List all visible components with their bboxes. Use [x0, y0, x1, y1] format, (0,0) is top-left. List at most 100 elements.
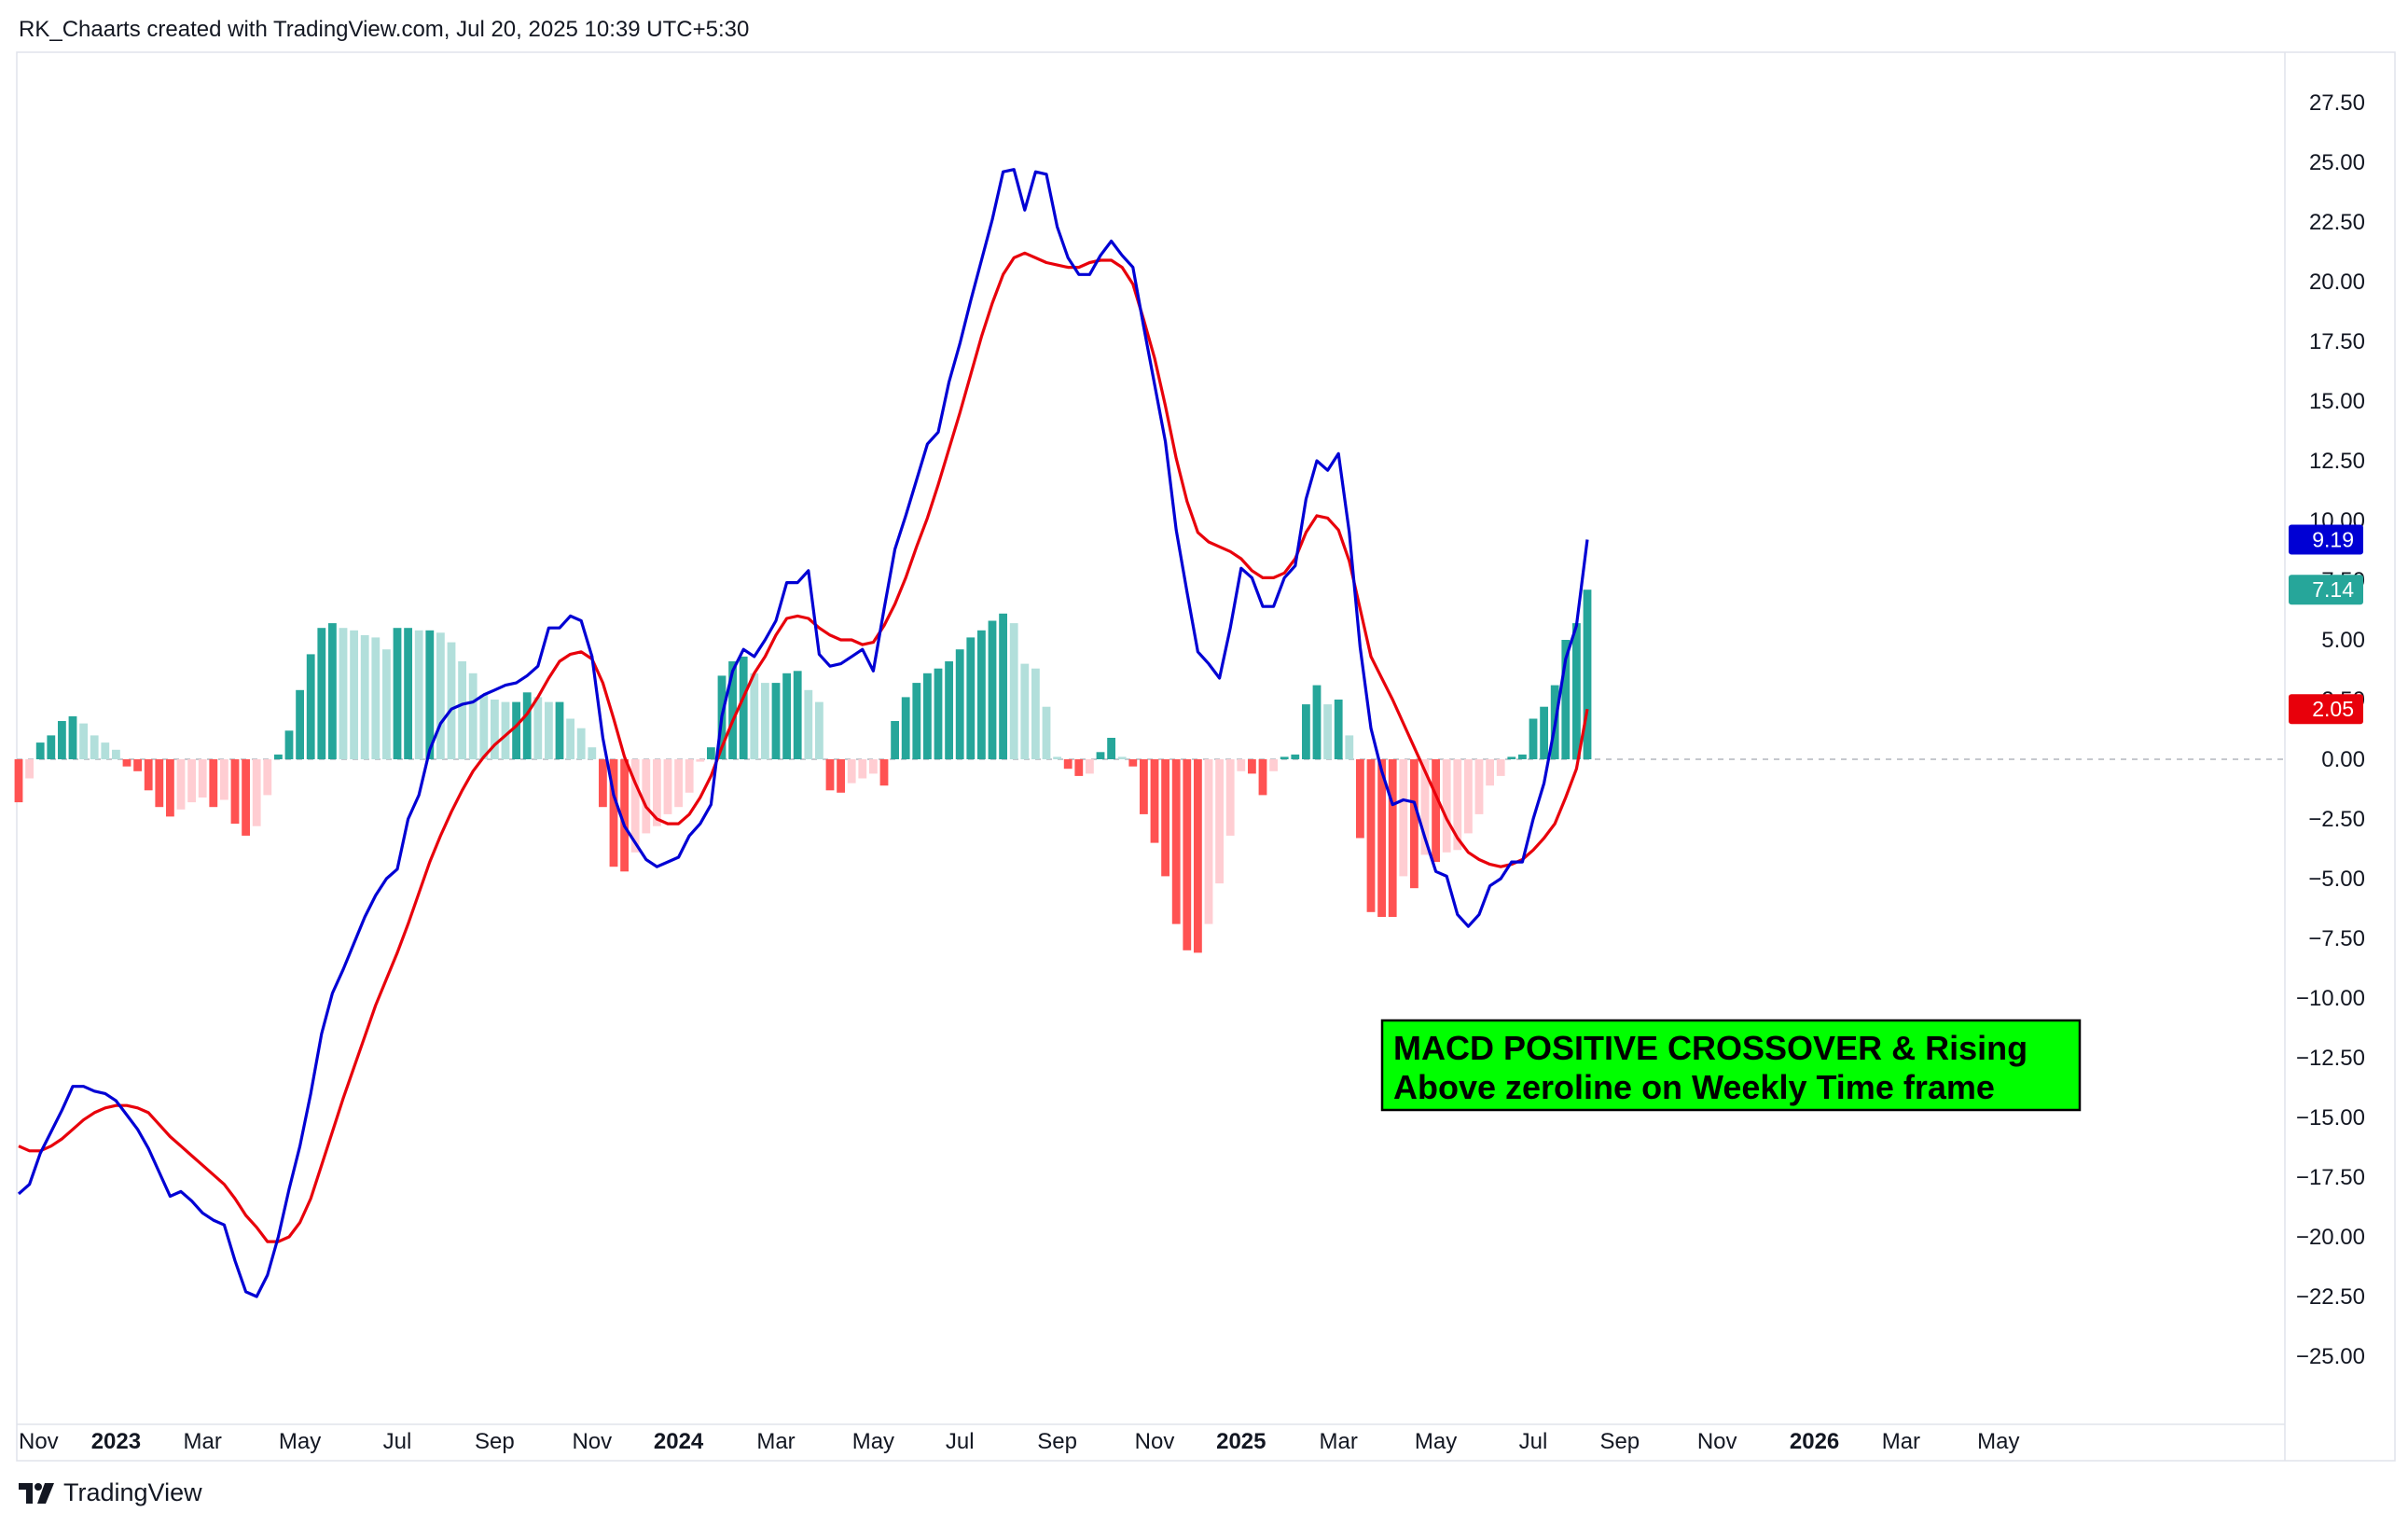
histogram-bar — [1312, 685, 1322, 759]
histogram-bar — [891, 721, 899, 759]
histogram-bar — [512, 701, 520, 759]
x-tick-label: 2024 — [654, 1429, 704, 1454]
histogram-bar — [1204, 759, 1213, 924]
y-tick-label: 12.50 — [2309, 449, 2365, 474]
annotation-background — [1380, 1019, 2082, 1112]
histogram-bar — [284, 730, 294, 759]
histogram-bar — [1323, 704, 1332, 759]
histogram-bar — [393, 628, 402, 759]
histogram-bar — [1215, 759, 1224, 884]
x-tick-label: May — [852, 1429, 894, 1454]
histogram-bar — [47, 735, 56, 759]
histogram-bar — [1529, 718, 1538, 759]
histogram-bar — [479, 694, 489, 759]
signal-last-value-tag: 2.05 — [2289, 694, 2363, 725]
chart-frame — [16, 51, 2396, 1462]
histogram-bar — [133, 759, 142, 771]
y-tick-label: −5.00 — [2308, 867, 2365, 892]
histogram-bar — [1237, 759, 1246, 771]
x-tick-label: May — [279, 1429, 321, 1454]
histogram-bar — [1183, 759, 1192, 950]
histogram-bar — [296, 689, 304, 759]
histogram-bar — [68, 715, 77, 759]
x-tick-label: Jul — [1519, 1429, 1548, 1454]
histogram-bar — [458, 661, 466, 759]
annotation-box: MACD POSITIVE CROSSOVER & Rising Above z… — [1380, 1019, 2082, 1112]
histogram-bar — [771, 683, 781, 759]
histogram-bar — [1388, 759, 1397, 917]
signal-last-value-tag-bg — [2289, 694, 2363, 725]
histogram-bar — [761, 683, 769, 759]
x-tick-label: Jul — [946, 1429, 975, 1454]
histogram-bar — [1572, 623, 1581, 759]
histogram-bar — [90, 735, 99, 759]
histogram-bar — [1031, 668, 1040, 759]
histogram-bar — [1128, 759, 1138, 767]
histogram-bar — [414, 630, 423, 759]
signal-line-layer — [18, 251, 1589, 1243]
histogram-bar — [263, 759, 272, 796]
histogram-bar — [1140, 759, 1148, 814]
histogram-bar — [1366, 759, 1376, 912]
histogram-bar — [360, 634, 369, 759]
x-tick-label: Nov — [572, 1429, 612, 1454]
histogram-bar — [912, 683, 921, 759]
x-tick-label: Nov — [1697, 1429, 1737, 1454]
x-tick-label: 2026 — [1790, 1429, 1839, 1454]
histogram-bar — [1194, 759, 1202, 953]
histogram-bar — [1420, 759, 1430, 855]
y-tick-label: 20.00 — [2309, 270, 2365, 295]
histogram-bar — [306, 654, 315, 759]
x-tick-label: Sep — [1599, 1429, 1640, 1454]
histogram-bar — [674, 759, 683, 808]
histogram-bar — [176, 759, 186, 810]
histogram-bar — [955, 649, 964, 759]
histogram-bar — [1561, 640, 1571, 759]
x-tick-label: Mar — [1320, 1429, 1358, 1454]
histogram-bar — [187, 759, 196, 803]
histogram-bar — [436, 632, 445, 759]
y-tick-label: 0.00 — [2321, 747, 2365, 772]
histogram-bar — [869, 759, 878, 774]
histogram-bar — [1009, 623, 1018, 759]
x-axis-ticks: Nov 2023 Mar May Jul Sep Nov 2024 Mar May Jul Sep No… — [19, 1429, 2019, 1454]
histogram-bar — [653, 759, 661, 826]
histogram-bar — [945, 661, 953, 759]
footer-brand[interactable]: TradingView — [19, 1478, 202, 1507]
histogram-bar — [685, 759, 694, 793]
histogram-bar — [566, 718, 574, 759]
histogram-last-value-tag-text: 7.14 — [2312, 577, 2354, 602]
histogram-bar — [101, 742, 110, 759]
histogram-bar — [166, 759, 174, 817]
x-tick-label: May — [1977, 1429, 2019, 1454]
x-tick-label: Mar — [184, 1429, 222, 1454]
histogram-bar — [1507, 756, 1516, 759]
histogram-bar — [242, 759, 250, 836]
histogram-bar — [837, 759, 845, 793]
signal-last-value-tag-text: 2.05 — [2312, 697, 2354, 721]
histogram-bar — [1117, 756, 1127, 759]
histogram-bar — [230, 759, 240, 825]
histogram-bar — [491, 700, 499, 759]
y-tick-label: −20.00 — [2296, 1225, 2365, 1250]
histogram-bar — [122, 759, 131, 767]
last-value-tags: 9.19 7.14 2.05 — [2289, 524, 2363, 725]
histogram-bar — [1074, 759, 1084, 776]
histogram-bar — [934, 668, 943, 759]
histogram-bar — [1096, 752, 1105, 759]
histogram-bar — [468, 673, 477, 759]
histogram-bar — [739, 656, 748, 759]
histogram-bar — [317, 628, 326, 759]
histogram-bar — [1496, 759, 1505, 776]
histogram-bar — [1291, 754, 1300, 759]
histogram-bar — [977, 630, 986, 759]
histogram-bar — [382, 649, 391, 759]
histogram-bar — [1518, 754, 1527, 759]
histogram-bar — [858, 759, 867, 779]
histogram-bar — [1258, 759, 1267, 796]
histogram-bar — [112, 749, 120, 759]
histogram-bar — [328, 623, 337, 759]
x-tick-label: Sep — [1037, 1429, 1077, 1454]
histogram-bar — [1171, 759, 1181, 924]
